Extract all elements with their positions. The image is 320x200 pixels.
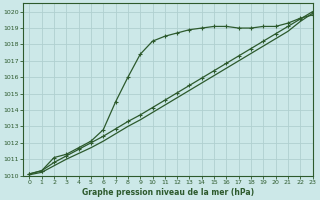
X-axis label: Graphe pression niveau de la mer (hPa): Graphe pression niveau de la mer (hPa) — [82, 188, 254, 197]
